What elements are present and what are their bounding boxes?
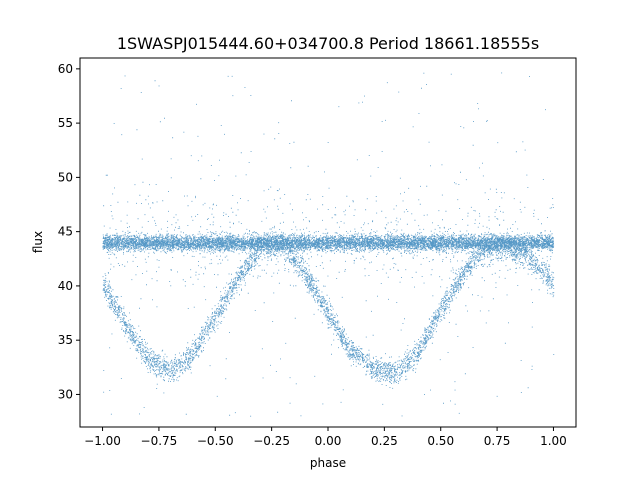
x-tick-label: 0.00 — [315, 434, 342, 448]
x-tick-label: 0.75 — [484, 434, 511, 448]
chart-title: 1SWASPJ015444.60+034700.8 Period 18661.1… — [117, 34, 539, 53]
y-tick-label: 60 — [58, 62, 73, 76]
x-axis-label: phase — [310, 456, 346, 470]
y-axis-label: flux — [31, 231, 45, 253]
x-tick-label: −1.00 — [84, 434, 121, 448]
data-points — [102, 72, 555, 417]
y-tick-label: 55 — [58, 116, 73, 130]
scatter-points — [102, 72, 555, 417]
x-tick-label: −0.50 — [197, 434, 234, 448]
x-tick-label: −0.75 — [141, 434, 178, 448]
x-tick-label: −0.25 — [253, 434, 290, 448]
y-tick-label: 35 — [58, 333, 73, 347]
y-tick-label: 45 — [58, 225, 73, 239]
x-tick-label: 0.50 — [427, 434, 454, 448]
x-axis: −1.00 −0.75 −0.50 −0.25 0.00 0.25 0.50 0.75 1.00 — [84, 427, 567, 448]
y-tick-label: 30 — [58, 387, 73, 401]
y-tick-label: 40 — [58, 279, 73, 293]
y-tick-label: 50 — [58, 170, 73, 184]
x-tick-label: 0.25 — [371, 434, 398, 448]
y-axis: 30 35 40 45 50 55 60 — [58, 62, 80, 401]
x-tick-label: 1.00 — [540, 434, 567, 448]
